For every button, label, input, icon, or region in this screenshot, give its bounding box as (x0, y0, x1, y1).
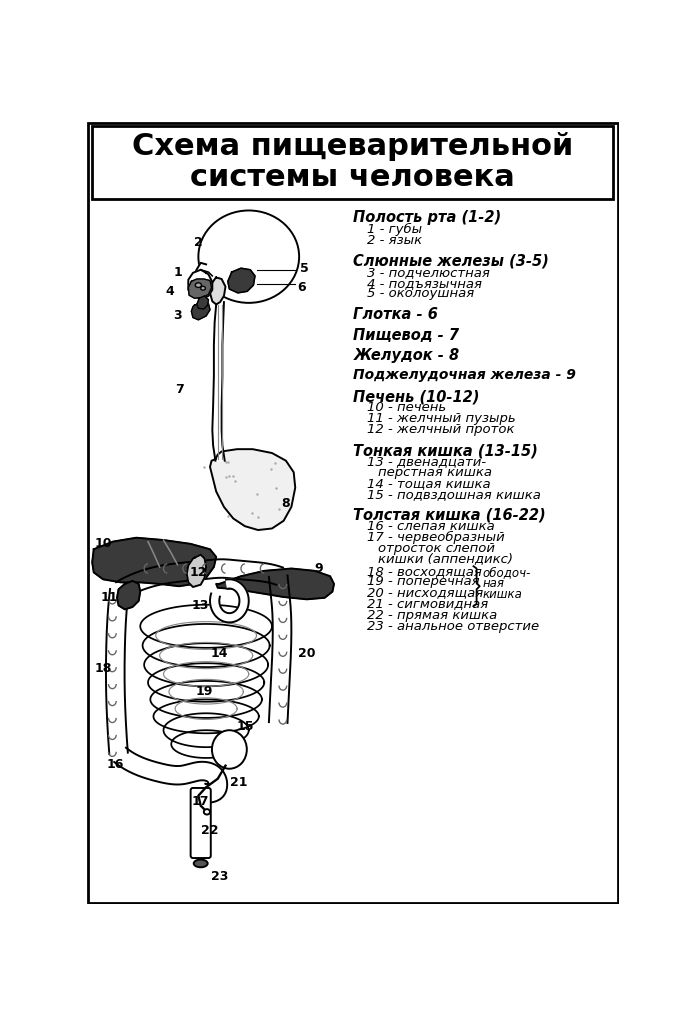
Text: 14: 14 (211, 647, 228, 659)
Text: 20 - нисходящая: 20 - нисходящая (367, 586, 484, 599)
Text: 13: 13 (192, 599, 209, 612)
Text: 17 - червеобразный: 17 - червеобразный (367, 530, 505, 544)
Text: Поджелудочная железа - 9: Поджелудочная железа - 9 (354, 368, 577, 382)
Text: 9: 9 (314, 562, 323, 575)
Text: кишки (аппендикс): кишки (аппендикс) (378, 553, 513, 565)
Text: Желудок - 8: Желудок - 8 (354, 347, 460, 363)
Text: 23: 23 (211, 870, 228, 883)
Ellipse shape (212, 731, 247, 769)
Text: 18: 18 (94, 662, 111, 675)
Text: 16 - слепая кишка: 16 - слепая кишка (367, 520, 495, 533)
Ellipse shape (194, 860, 208, 868)
FancyBboxPatch shape (191, 788, 211, 859)
Text: 7: 7 (175, 383, 184, 396)
Text: 18 - восходящая: 18 - восходящая (367, 565, 482, 578)
Text: Слюнные железы (3-5): Слюнные железы (3-5) (354, 254, 549, 268)
Text: 19 - поперечная: 19 - поперечная (367, 575, 480, 588)
Polygon shape (92, 537, 216, 586)
Polygon shape (195, 791, 207, 849)
Text: перстная кишка: перстная кишка (378, 466, 492, 480)
Text: Полость рта (1-2): Полость рта (1-2) (354, 210, 502, 226)
Text: 2 - язык: 2 - язык (367, 234, 422, 247)
Text: 6: 6 (297, 281, 305, 294)
Text: 14 - тощая кишка: 14 - тощая кишка (367, 477, 491, 490)
Polygon shape (269, 575, 292, 723)
Polygon shape (196, 263, 206, 277)
Text: 8: 8 (281, 497, 290, 510)
Ellipse shape (198, 210, 299, 303)
Text: 22 - прямая кишка: 22 - прямая кишка (367, 610, 497, 623)
Polygon shape (116, 559, 283, 598)
Text: 10 - печень: 10 - печень (367, 401, 447, 415)
Polygon shape (114, 748, 227, 803)
Text: 2: 2 (194, 237, 203, 249)
Text: 23 - анальное отверстие: 23 - анальное отверстие (367, 620, 539, 633)
Text: 12 - желчный проток: 12 - желчный проток (367, 423, 515, 436)
Ellipse shape (195, 282, 202, 288)
Polygon shape (191, 302, 210, 320)
Text: 15 - подвздошная кишка: 15 - подвздошная кишка (367, 488, 541, 501)
Polygon shape (216, 569, 334, 599)
Polygon shape (106, 589, 129, 754)
FancyBboxPatch shape (92, 126, 613, 199)
Text: 15: 15 (236, 720, 254, 733)
Text: 12: 12 (190, 566, 207, 579)
Text: Схема пищеварительной: Схема пищеварительной (132, 132, 573, 162)
Text: 5 - околоушная: 5 - околоушная (367, 288, 475, 301)
Text: 1 - губы: 1 - губы (367, 223, 422, 236)
Polygon shape (117, 581, 140, 610)
Polygon shape (197, 296, 208, 309)
Polygon shape (189, 279, 211, 299)
Text: кишка: кишка (483, 588, 523, 600)
Text: Толстая кишка (16-22): Толстая кишка (16-22) (354, 508, 546, 522)
Text: 3: 3 (173, 310, 182, 322)
Text: Пищевод - 7: Пищевод - 7 (354, 327, 460, 342)
Text: 5: 5 (300, 262, 309, 274)
Polygon shape (210, 277, 226, 305)
Polygon shape (228, 268, 255, 293)
Text: 21 - сигмовидная: 21 - сигмовидная (367, 597, 488, 610)
Text: 20: 20 (298, 647, 316, 659)
Polygon shape (210, 579, 249, 623)
Text: 17: 17 (192, 795, 209, 808)
Text: 11 - желчный пузырь: 11 - желчный пузырь (367, 412, 516, 426)
Polygon shape (210, 449, 295, 530)
Text: 4: 4 (165, 284, 174, 298)
Text: 13 - двенадцати-: 13 - двенадцати- (367, 455, 486, 468)
Text: ная: ная (483, 577, 505, 590)
Text: 4 - подъязычная: 4 - подъязычная (367, 276, 482, 290)
Text: 22: 22 (202, 824, 219, 837)
Text: 19: 19 (196, 685, 213, 698)
Polygon shape (189, 270, 213, 299)
Text: 10: 10 (94, 536, 111, 550)
Polygon shape (213, 302, 225, 460)
Text: 21: 21 (230, 776, 248, 789)
Text: 16: 16 (107, 758, 124, 771)
Ellipse shape (201, 287, 205, 291)
Text: 1: 1 (173, 265, 182, 278)
Polygon shape (186, 555, 206, 587)
Text: 3 - подчелюстная: 3 - подчелюстная (367, 266, 490, 279)
Text: системы человека: системы человека (190, 163, 515, 192)
Text: Глотка - 6: Глотка - 6 (354, 308, 438, 322)
Ellipse shape (204, 809, 210, 815)
Text: отросток слепой: отросток слепой (378, 542, 495, 555)
Text: Печень (10-12): Печень (10-12) (354, 389, 480, 404)
Text: 11: 11 (100, 591, 118, 605)
Text: Тонкая кишка (13-15): Тонкая кишка (13-15) (354, 443, 538, 458)
Text: ободоч-: ободоч- (483, 566, 531, 579)
